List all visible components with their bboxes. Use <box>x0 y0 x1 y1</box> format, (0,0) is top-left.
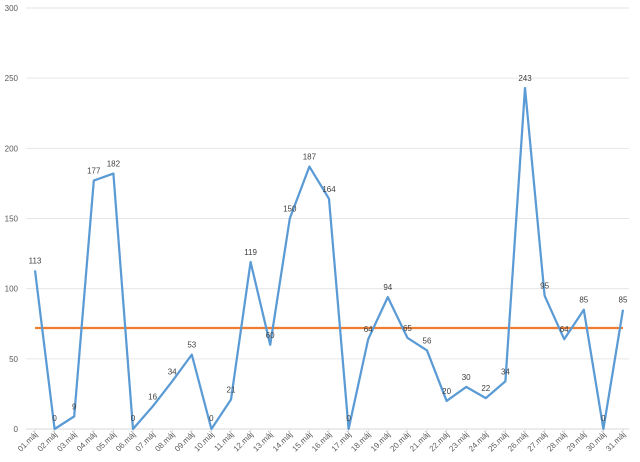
x-axis: 01.máj02.máj03.máj04.máj05.máj06.máj07.m… <box>16 429 628 453</box>
x-tick-label: 24.máj <box>467 430 491 454</box>
data-label: 182 <box>107 160 121 169</box>
x-tick-label: 31.máj <box>604 430 628 454</box>
data-label: 64 <box>364 325 373 334</box>
x-tick-label: 18.máj <box>349 430 373 454</box>
data-label: 85 <box>579 296 588 305</box>
data-label: 34 <box>501 367 510 376</box>
y-tick-label: 100 <box>5 285 19 294</box>
x-tick-label: 21.máj <box>408 430 432 454</box>
y-axis: 0 50 100 150 200 250 300 <box>5 4 19 434</box>
x-tick-label: 30.máj <box>584 430 608 454</box>
data-label: 0 <box>209 414 214 423</box>
x-tick-label: 07.máj <box>134 430 158 454</box>
x-tick-label: 03.máj <box>55 430 79 454</box>
x-tick-label: 11.máj <box>212 430 235 453</box>
x-tick-label: 20.máj <box>388 430 412 454</box>
x-tick-label: 27.máj <box>526 430 550 454</box>
data-label: 0 <box>131 414 136 423</box>
data-labels: 113 0 9 177 182 0 16 34 53 0 21 119 60 150 187 164 0 64 94… <box>29 74 628 423</box>
x-tick-label: 26.máj <box>506 430 530 454</box>
data-label: 30 <box>462 373 471 382</box>
data-label: 53 <box>187 341 196 350</box>
data-label: 0 <box>601 414 606 423</box>
data-label: 119 <box>244 248 257 257</box>
data-label: 187 <box>303 153 317 162</box>
series-line-values <box>33 86 625 431</box>
x-tick-label: 05.máj <box>94 430 118 454</box>
data-label: 34 <box>168 367 177 376</box>
x-tick-label: 15.máj <box>290 430 314 454</box>
data-label: 22 <box>481 384 490 393</box>
x-tick-label: 10.máj <box>192 430 216 454</box>
data-label: 60 <box>266 331 275 340</box>
data-label: 113 <box>29 256 42 265</box>
y-tick-label: 300 <box>5 4 19 13</box>
x-tick-label: 22.máj <box>428 430 452 454</box>
data-label: 94 <box>383 283 392 292</box>
y-tick-label: 50 <box>9 355 18 364</box>
x-tick-label: 06.máj <box>114 430 138 454</box>
data-label: 0 <box>346 414 351 423</box>
x-tick-label: 01.máj <box>16 430 40 454</box>
y-tick-label: 250 <box>5 74 19 83</box>
x-tick-label: 13.máj <box>251 430 275 454</box>
x-tick-label: 02.máj <box>36 430 60 454</box>
y-tick-label: 200 <box>5 144 19 153</box>
data-label: 65 <box>403 324 412 333</box>
x-tick-label: 04.máj <box>75 430 99 454</box>
x-tick-label: 08.máj <box>153 430 177 454</box>
data-label: 21 <box>227 386 236 395</box>
x-tick-label: 19.máj <box>369 430 393 454</box>
data-label: 9 <box>72 402 77 411</box>
data-label: 150 <box>283 205 297 214</box>
x-tick-label: 16.máj <box>310 430 334 454</box>
data-label: 95 <box>540 282 549 291</box>
data-label: 56 <box>423 336 432 345</box>
y-tick-label: 0 <box>14 425 19 434</box>
data-label: 243 <box>518 74 532 83</box>
x-tick-label: 25.máj <box>486 430 510 454</box>
data-label: 16 <box>148 393 157 402</box>
x-tick-label: 17.máj <box>330 430 354 454</box>
x-tick-label: 14.máj <box>271 430 295 454</box>
data-label: 20 <box>442 387 451 396</box>
x-tick-label: 29.máj <box>565 430 589 454</box>
data-label: 85 <box>619 296 628 305</box>
data-label: 164 <box>322 185 336 194</box>
x-tick-label: 12.máj <box>232 430 256 454</box>
series-layer <box>33 86 625 431</box>
x-tick-label: 09.máj <box>173 430 197 454</box>
x-tick-label: 23.máj <box>447 430 471 454</box>
x-tick-label: 28.máj <box>545 430 569 454</box>
data-label: 64 <box>560 325 569 334</box>
data-label: 177 <box>87 167 101 176</box>
data-label: 0 <box>52 414 57 423</box>
y-tick-label: 150 <box>5 215 19 224</box>
